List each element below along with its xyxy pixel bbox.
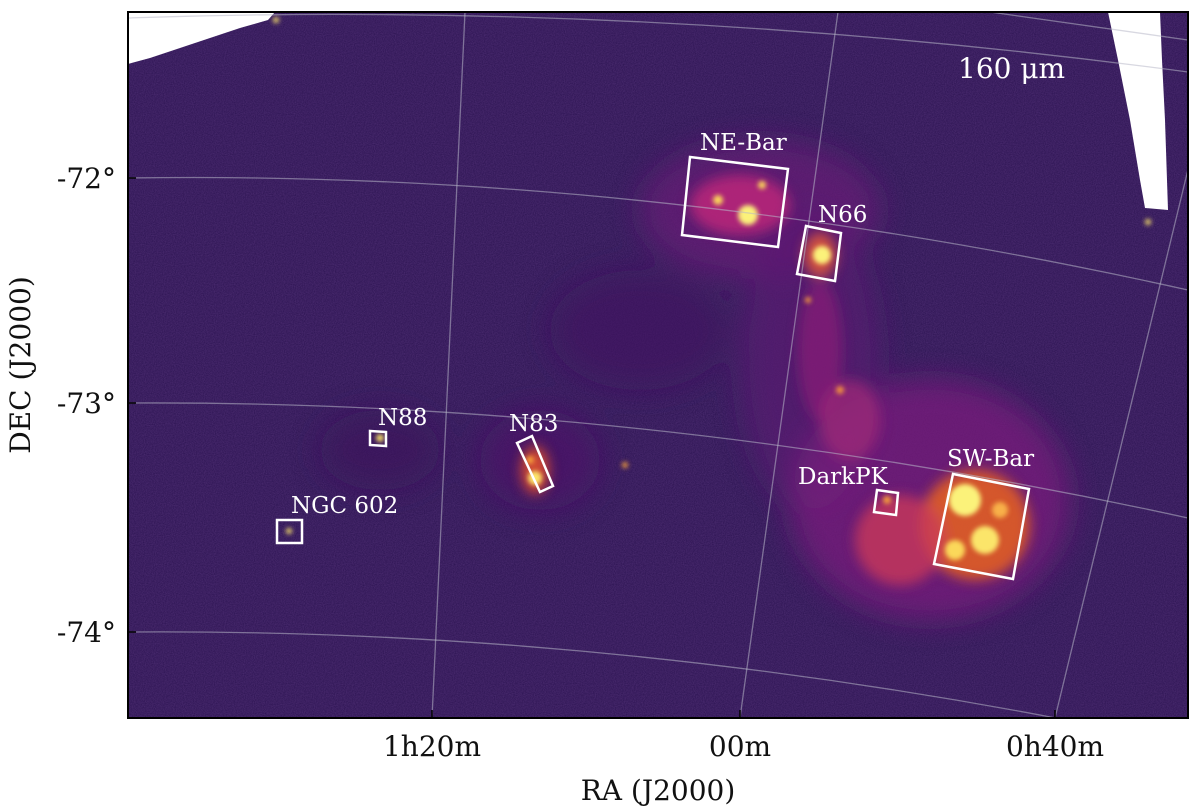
y-tick-label: -74° bbox=[57, 616, 116, 649]
coordinate-grid bbox=[128, 12, 1188, 718]
region-box-ne-bar bbox=[680, 155, 790, 249]
emission-peaks bbox=[273, 17, 1151, 560]
region-label-ne-bar: NE-Bar bbox=[700, 130, 787, 156]
region-box-ngc602 bbox=[275, 518, 304, 545]
no-data-region-left bbox=[128, 12, 275, 64]
axis-ticks bbox=[128, 177, 1056, 718]
region-box-sw-bar bbox=[932, 472, 1031, 581]
region-label-n66: N66 bbox=[818, 202, 867, 228]
region-box-n88 bbox=[368, 429, 388, 448]
plot-frame bbox=[127, 11, 1189, 719]
band-label: 160 μm bbox=[958, 52, 1065, 85]
x-tick-label: 0h40m bbox=[1006, 730, 1104, 763]
region-box-darkpk bbox=[872, 488, 900, 517]
region-box-n66 bbox=[795, 224, 843, 283]
x-tick-label: 1h20m bbox=[383, 730, 481, 763]
y-tick-label: -72° bbox=[57, 162, 116, 195]
region-label-n88: N88 bbox=[378, 405, 427, 431]
region-label-ngc602: NGC 602 bbox=[291, 493, 398, 519]
region-box-n83 bbox=[515, 434, 555, 494]
y-tick-label: -73° bbox=[57, 387, 116, 420]
x-tick-label: 00m bbox=[709, 730, 771, 763]
region-boxes bbox=[275, 155, 1031, 581]
x-axis-title: RA (J2000) bbox=[581, 774, 736, 807]
y-axis-title: DEC (J2000) bbox=[4, 276, 37, 454]
region-label-n83: N83 bbox=[509, 411, 558, 437]
region-label-sw-bar: SW-Bar bbox=[947, 446, 1034, 472]
region-label-darkpk: DarkPK bbox=[798, 464, 889, 490]
no-data-region-right bbox=[1108, 12, 1168, 210]
bright-emission bbox=[521, 175, 1030, 585]
emission-map: NE-Bar N66 N88 N83 NGC 602 DarkPK SW-Bar… bbox=[128, 12, 1188, 718]
